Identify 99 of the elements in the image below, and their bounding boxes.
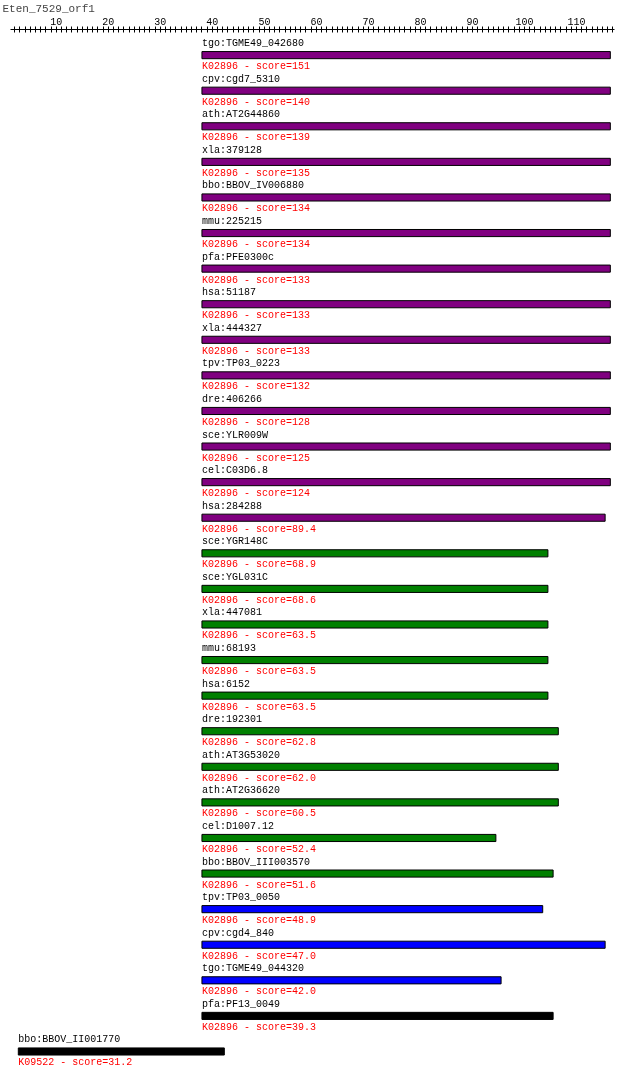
bar [201,122,611,131]
y-tick-label: cpv:cgd4_840 [201,927,274,939]
y-tick-label: hsa:51187 [201,287,256,299]
x-tick-label: 70 [362,16,375,28]
bar [201,762,559,771]
data-label: K02896 - score=125 [201,452,310,464]
chart-title: Eten_7529_orf1 [2,2,96,15]
data-label: K02896 - score=124 [201,488,310,500]
bar [201,727,559,736]
y-tick-label: bbo:BBOV_III003570 [201,856,310,868]
x-tick-label: 110 [567,16,586,28]
y-tick-label: ath:AT2G44860 [201,109,280,121]
x-tick-label: 30 [154,16,167,28]
bar [201,869,554,878]
data-label: K02896 - score=135 [201,167,310,179]
bar [201,193,611,202]
bar [201,335,611,344]
bar [201,798,559,807]
data-label: K02896 - score=47.0 [201,950,316,962]
y-tick-label: cpv:cgd7_5310 [201,73,280,85]
bar [201,478,611,487]
x-tick-label: 50 [258,16,271,28]
y-tick-label: hsa:6152 [201,678,250,690]
y-tick-label: dre:192301 [201,714,262,726]
bar [201,1011,554,1020]
data-label: K02896 - score=63.5 [201,701,316,713]
bar [201,228,611,238]
y-tick-label: dre:406266 [201,393,262,405]
data-label: K02896 - score=133 [201,345,310,357]
y-tick-label: sce:YLR009W [201,429,268,441]
bar [201,549,549,558]
y-tick-label: cel:C03D6.8 [201,465,268,477]
y-tick-label: mmu:225215 [201,216,262,228]
y-tick-label: bbo:BBOV_II001770 [18,1034,121,1046]
data-label: K02896 - score=68.9 [201,559,316,571]
data-label: K02896 - score=62.8 [201,737,316,749]
x-tick-label: 90 [466,16,479,28]
bar [201,406,611,416]
data-label: K02896 - score=140 [201,96,310,108]
data-label: K02896 - score=60.5 [201,808,316,820]
x-tick-label: 10 [50,16,63,28]
bar [201,442,611,451]
bar [17,1047,225,1056]
bar [201,833,497,843]
bar [201,264,611,273]
bar [201,51,611,60]
bar [201,905,544,914]
bar [201,976,502,985]
y-tick-label: pfa:PF13_0049 [201,998,280,1010]
data-label: K02896 - score=68.6 [201,594,316,606]
bar [201,940,606,949]
data-label: K02896 - score=42.0 [201,986,316,998]
y-tick-label: tgo:TGME49_042680 [201,38,304,50]
y-tick-label: pfa:PFE0300c [201,251,274,263]
data-label: K02896 - score=134 [201,239,310,251]
x-tick-label: 20 [102,16,115,28]
y-tick-label: ath:AT2G36620 [201,785,280,797]
data-label: K02896 - score=89.4 [201,523,316,535]
bar [201,584,549,593]
data-label: K02896 - score=62.0 [201,772,316,784]
y-tick-label: xla:447081 [201,607,262,619]
y-tick-label: sce:YGR148C [201,536,268,548]
y-tick-label: sce:YGL031C [201,571,268,583]
y-tick-label: xla:379128 [201,144,262,156]
x-tick-label: 100 [515,16,534,28]
bar [201,86,611,95]
x-tick-label: 40 [206,16,219,28]
data-label: K02896 - score=139 [201,132,310,144]
bar [201,620,549,629]
data-label: K02896 - score=52.4 [201,843,316,855]
bar [201,513,606,522]
data-label: K02896 - score=151 [201,61,310,73]
data-label: K02896 - score=132 [201,381,310,393]
y-tick-label: tgo:TGME49_044320 [201,963,304,975]
data-label: K02896 - score=134 [201,203,310,215]
y-tick-label: bbo:BBOV_IV006880 [201,180,304,192]
data-label: K02896 - score=128 [201,416,310,428]
data-label: K02896 - score=39.3 [201,1021,316,1033]
bar [201,656,549,665]
y-tick-label: ath:AT3G53020 [201,749,280,761]
y-tick-label: tpv:TP03_0050 [201,892,280,904]
data-label: K02896 - score=63.5 [201,630,316,642]
x-tick-label: 80 [414,16,427,28]
data-label: K02896 - score=51.6 [201,879,316,891]
y-tick-label: tpv:TP03_0223 [201,358,280,370]
y-tick-label: hsa:284288 [201,500,262,512]
bar [201,691,549,700]
y-tick-label: xla:444327 [201,322,262,334]
data-label: K02896 - score=63.5 [201,666,316,678]
bar [201,157,611,166]
y-tick-label: cel:D1007.12 [201,820,274,832]
data-label: K09522 - score=31.2 [18,1057,133,1069]
data-label: K02896 - score=133 [201,274,310,286]
x-tick-label: 60 [310,16,323,28]
y-tick-label: mmu:68193 [201,643,256,655]
data-label: K02896 - score=133 [201,310,310,322]
bar [201,300,611,309]
data-label: K02896 - score=48.9 [201,915,316,927]
bar [201,371,611,380]
